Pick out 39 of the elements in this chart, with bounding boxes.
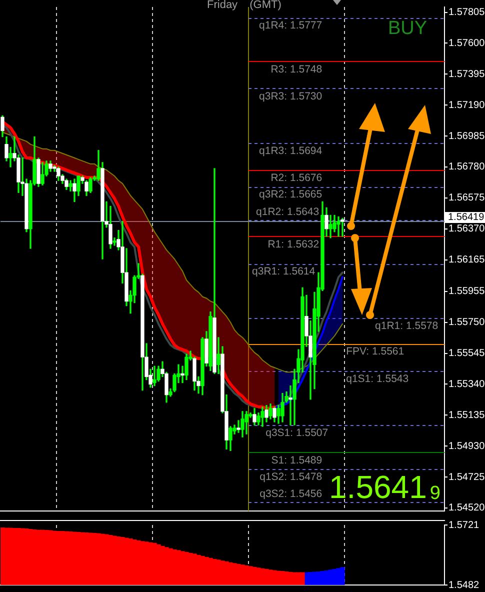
- y-tick-label: 1.56985: [448, 130, 485, 142]
- y-tick-label: 1.54930: [448, 440, 485, 452]
- ref-line-label: q3R2: 1.5665: [259, 188, 322, 201]
- annotation: Friday (GMT): [207, 0, 282, 11]
- y-tick-label: 1.55545: [448, 348, 485, 360]
- y-tick-label: 1.56780: [448, 162, 485, 173]
- y-tick-label: 1.5482: [448, 580, 480, 591]
- y-tick-label: 1.5721: [448, 520, 480, 531]
- ref-line-label: q1R4: 1.5777: [259, 20, 322, 32]
- text: 1.56419: [445, 212, 485, 223]
- y-tick-label: 1.57190: [448, 100, 485, 111]
- ref-line-label: R1: 1.5632: [268, 238, 320, 251]
- y-tick-label: 1.55750: [448, 317, 485, 328]
- y-tick-label: 1.54725: [448, 472, 485, 483]
- ref-line-label: q1R3: 1.5694: [259, 144, 322, 157]
- ref-line-label: q1S2: 1.5478: [260, 470, 322, 483]
- ref-line-label: q1S1: 1.5543: [346, 372, 409, 385]
- y-tick-label: 1.55135: [448, 410, 485, 421]
- ref-line-label: R3: 1.5748: [270, 63, 322, 76]
- y-tick-label: 1.55340: [448, 378, 485, 390]
- ref-line-label: q3R3: 1.5730: [259, 90, 322, 103]
- y-tick-label: 1.57600: [448, 38, 485, 49]
- ref-line-label: q1R2: 1.5643: [256, 206, 320, 218]
- ref-line-label: FPV: 1.5561: [346, 346, 404, 358]
- ref-line-label: q3R1: 1.5614: [252, 266, 316, 278]
- annotation: BUY: [388, 18, 428, 39]
- y-tick-label: 1.54520: [448, 502, 485, 514]
- ref-line-label: q3S2: 1.5456: [260, 488, 322, 500]
- y-tick-label: 1.55955: [448, 286, 485, 298]
- y-tick-label: 1.56165: [448, 254, 485, 266]
- ref-line-label: S1: 1.5489: [271, 454, 322, 466]
- ref-line-label: R2: 1.5676: [270, 172, 322, 184]
- y-tick-label: 1.57805: [448, 7, 485, 18]
- y-tick-label: 1.57395: [448, 68, 485, 80]
- annotation: 1.5641$_{9}$: [329, 469, 440, 505]
- y-tick-label: 1.56575: [448, 192, 485, 204]
- ref-line-label: q3S1: 1.5507: [266, 427, 328, 440]
- y-tick-label: 1.56370: [448, 224, 485, 235]
- ref-line-label: q1R1: 1.5578: [375, 320, 438, 332]
